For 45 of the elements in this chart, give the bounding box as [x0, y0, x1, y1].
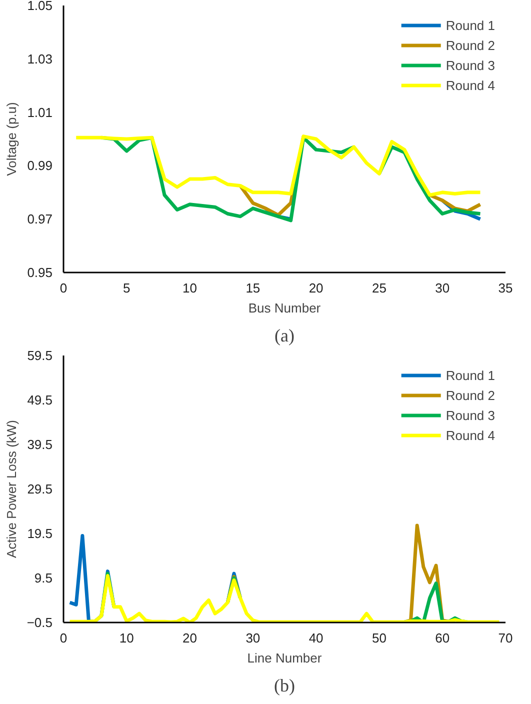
legend-label: Round 3: [446, 58, 495, 72]
x-tick-label: 40: [308, 630, 324, 646]
y-tick-label: 0.97: [27, 212, 53, 227]
y-axis-title: Voltage (p.u): [4, 102, 20, 176]
y-tick-label: 29.5: [27, 482, 53, 496]
x-tick-label: 30: [435, 280, 450, 296]
line-series: [68, 574, 501, 622]
x-tick-label: 30: [246, 630, 260, 646]
y-tick-label: 39.5: [27, 437, 53, 452]
text: (b): [274, 676, 296, 696]
x-tick-label: 0: [60, 280, 68, 296]
x-tick-label: 60: [435, 630, 450, 646]
x-tick-label: 70: [498, 630, 513, 646]
x-tick-label: 5: [123, 280, 130, 296]
x-tick-label: 15: [246, 280, 260, 296]
x-axis-title: Bus Number: [248, 300, 322, 316]
x-tick-label: 10: [182, 280, 198, 296]
legend-label: Round 2: [446, 38, 495, 52]
y-tick-label: 1.03: [27, 51, 53, 66]
text: (a): [274, 326, 294, 346]
y-tick-label: −0.5: [26, 615, 53, 630]
y-tick-label: 0.99: [27, 158, 53, 174]
x-tick-label: 10: [119, 630, 134, 646]
legend-label: Round 1: [446, 18, 495, 32]
legend-label: Round 4: [446, 428, 495, 442]
x-tick-label: 0: [60, 630, 68, 646]
legend-label: Round 3: [446, 408, 495, 422]
x-tick-label: 35: [498, 280, 513, 296]
y-tick-label: 9.5: [34, 570, 53, 586]
y-tick-label: 19.5: [27, 526, 53, 541]
x-tick-label: 20: [182, 630, 198, 646]
legend-label: Round 4: [446, 78, 495, 92]
legend-label: Round 2: [446, 388, 495, 402]
y-tick-label: 0.95: [27, 265, 53, 280]
line-series: [74, 134, 482, 197]
y-tick-label: 49.5: [27, 392, 53, 408]
y-axis-title: Active Power Loss (kW): [4, 420, 19, 558]
y-tick-label: 59.5: [27, 348, 53, 363]
legend-label: Round 1: [446, 368, 495, 382]
x-tick-label: 50: [372, 630, 386, 646]
x-tick-label: 20: [308, 280, 324, 296]
x-tick-label: 25: [372, 280, 386, 296]
y-tick-label: 1.05: [27, 0, 53, 13]
x-axis-title: Line Number: [247, 650, 322, 666]
y-tick-label: 1.01: [27, 104, 53, 120]
